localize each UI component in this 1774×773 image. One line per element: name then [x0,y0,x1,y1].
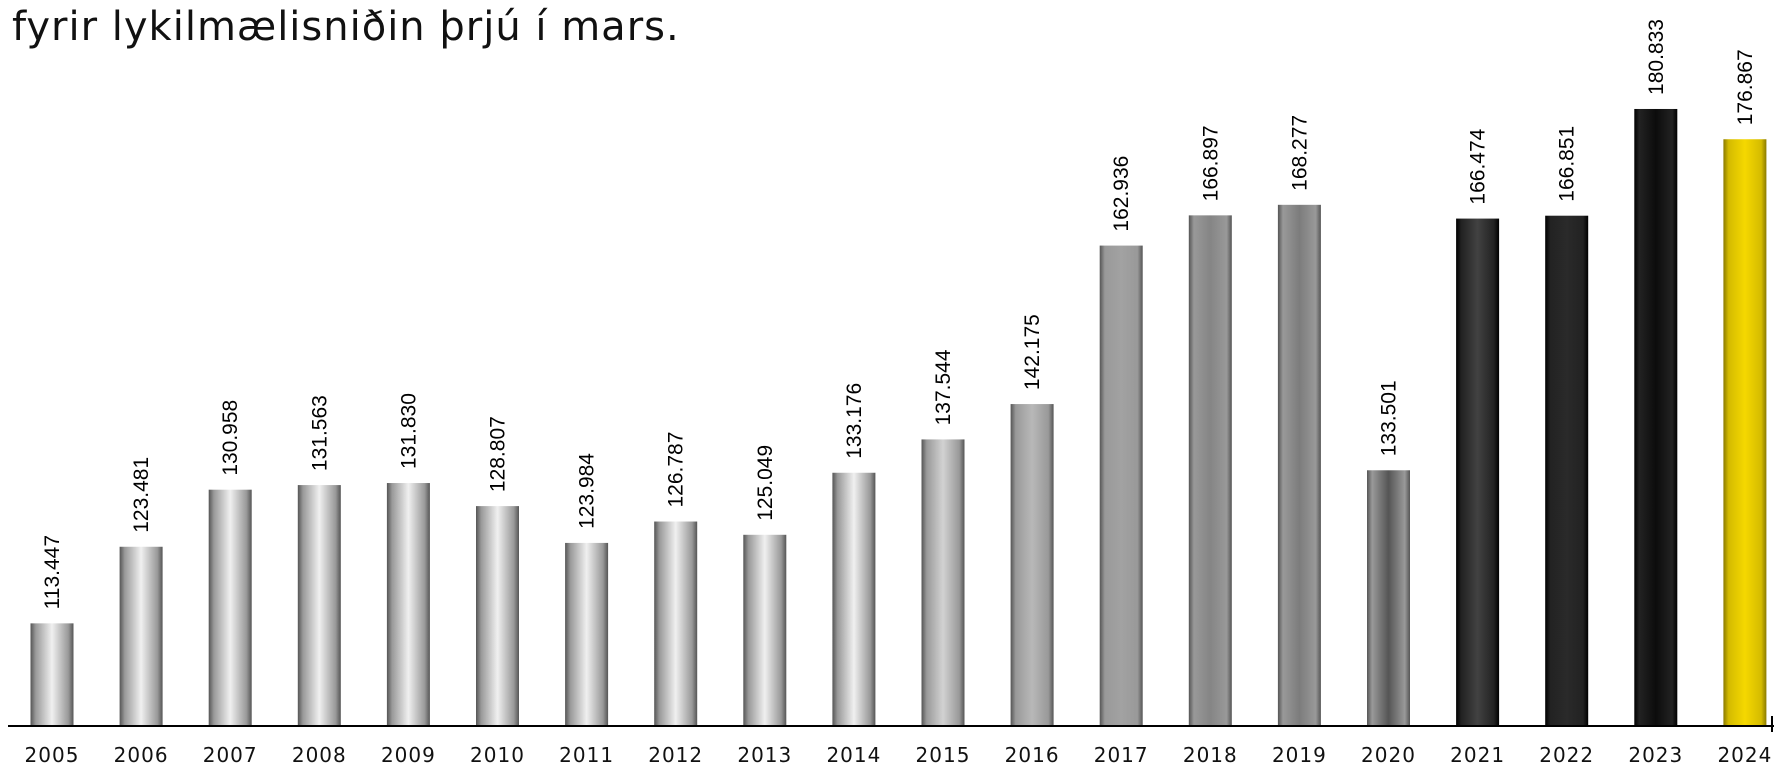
value-label: 133.501 [1378,380,1401,456]
value-label: 123.984 [576,453,599,529]
value-label: 126.787 [665,432,688,508]
bar [1367,470,1410,726]
value-label: 125.049 [754,445,777,521]
value-label: 137.544 [932,349,955,425]
x-tick-label: 2005 [25,743,80,767]
x-tick-label: 2018 [1183,743,1238,767]
x-tick-label: 2010 [470,743,525,767]
value-label: 176.867 [1734,49,1757,125]
bar [832,472,876,726]
bar [1545,215,1589,726]
bar [743,534,787,726]
bar [654,521,698,726]
x-tick-label: 2023 [1628,743,1683,767]
value-label: 131.830 [397,393,420,469]
bar [1277,204,1321,726]
value-label: 166.474 [1467,128,1490,204]
x-tick-label: 2024 [1717,743,1772,767]
x-tick-label: 2013 [737,743,792,767]
bar [476,506,519,726]
x-tick-label: 2021 [1450,743,1505,767]
value-label: 128.807 [487,416,510,492]
bar [208,489,252,726]
bar [386,483,430,726]
x-tick-label: 2009 [381,743,436,767]
bar [1723,139,1767,727]
value-label: 180.833 [1645,19,1668,95]
value-label: 162.936 [1110,156,1133,232]
value-label: 131.563 [308,395,331,471]
bar [565,542,609,726]
x-tick-label: 2007 [203,743,258,767]
value-label: 133.176 [843,383,866,459]
value-label: 166.897 [1199,125,1222,201]
value-label: 166.851 [1556,126,1579,202]
x-tick-label: 2017 [1094,743,1149,767]
bar [1456,218,1500,727]
bar [921,439,965,726]
x-tick-label: 2006 [114,743,169,767]
bar [297,485,341,726]
bar [1010,404,1054,726]
bar [1188,215,1232,726]
x-tick-label: 2014 [826,743,881,767]
value-label: 123.481 [130,457,153,533]
value-label: 113.447 [41,535,64,609]
x-tick-label: 2008 [292,743,347,767]
bar [30,623,74,726]
x-tick-label: 2019 [1272,743,1327,767]
bar [1099,245,1143,726]
x-tick-label: 2022 [1539,743,1594,767]
value-label: 142.175 [1021,314,1044,390]
x-tick-label: 2016 [1005,743,1060,767]
bar [119,546,163,726]
chart-title: fyrir lykilmælisniðin þrjú í mars. [12,4,680,50]
x-tick-label: 2012 [648,743,703,767]
x-tick-label: 2015 [916,743,971,767]
bar [1634,108,1678,726]
value-label: 130.958 [219,400,242,476]
x-tick-label: 2011 [559,743,614,767]
value-label: 168.277 [1288,115,1311,191]
x-tick-label: 2020 [1361,743,1416,767]
